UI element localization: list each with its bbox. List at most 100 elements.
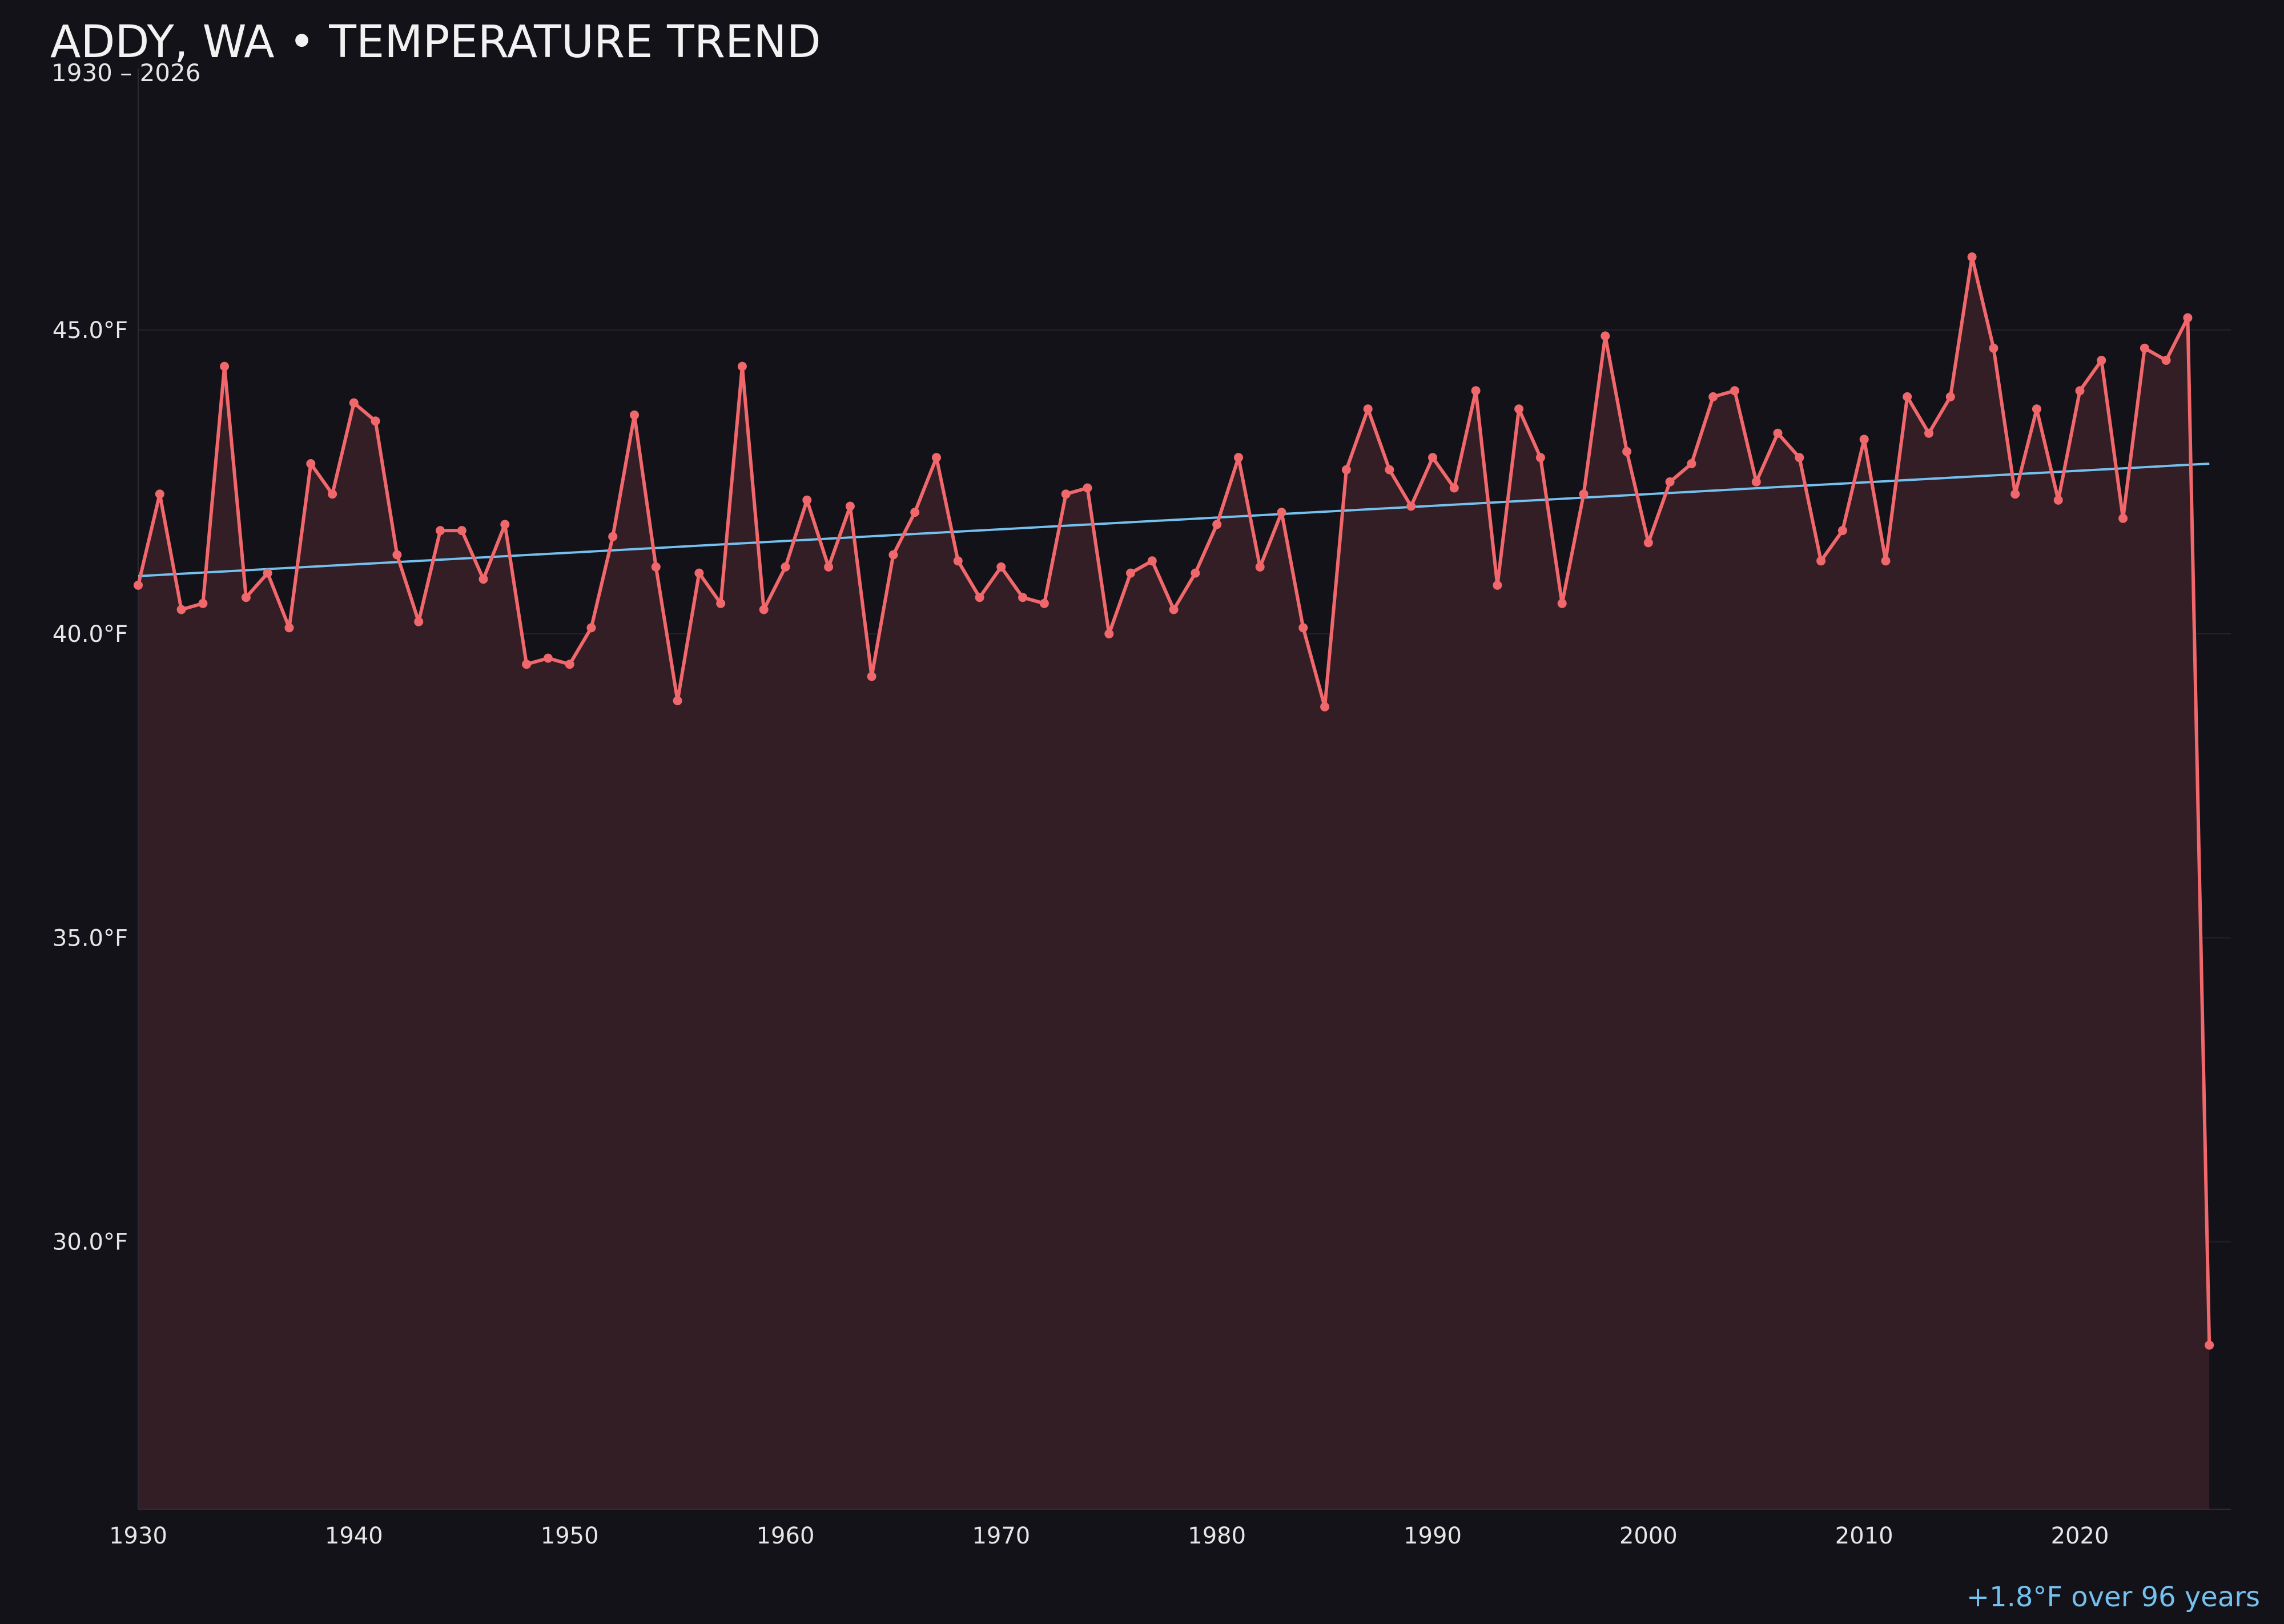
data-point bbox=[737, 361, 747, 371]
data-point bbox=[2140, 343, 2149, 353]
data-point bbox=[1341, 465, 1351, 475]
data-point bbox=[1837, 526, 1847, 536]
data-point bbox=[867, 672, 876, 681]
data-point bbox=[1881, 556, 1891, 566]
data-point bbox=[198, 598, 208, 608]
data-point bbox=[1687, 459, 1696, 468]
data-point bbox=[1989, 343, 1998, 353]
y-tick-label: 45.0°F bbox=[53, 317, 128, 344]
data-point bbox=[1903, 392, 1912, 401]
data-point bbox=[1298, 623, 1308, 633]
data-point bbox=[694, 568, 704, 578]
data-point bbox=[241, 593, 251, 602]
chart-title: ADDY, WA • TEMPERATURE TREND bbox=[50, 17, 821, 68]
data-point bbox=[1601, 331, 1610, 341]
data-point bbox=[1535, 453, 1545, 463]
x-tick-label: 1940 bbox=[325, 1523, 383, 1549]
data-point bbox=[500, 520, 510, 529]
data-point bbox=[1126, 568, 1135, 578]
x-tick-label: 1960 bbox=[757, 1523, 815, 1549]
data-point bbox=[824, 562, 834, 572]
data-point bbox=[781, 562, 790, 572]
data-point bbox=[2183, 313, 2193, 323]
data-point bbox=[176, 605, 186, 614]
data-point bbox=[1363, 404, 1373, 414]
data-point bbox=[1147, 556, 1157, 566]
data-point bbox=[263, 568, 272, 578]
x-tick-label: 2010 bbox=[1835, 1523, 1893, 1549]
data-point bbox=[932, 453, 941, 463]
data-point bbox=[328, 489, 337, 499]
data-point bbox=[1277, 508, 1286, 517]
data-point bbox=[953, 556, 963, 566]
data-point bbox=[1406, 501, 1416, 511]
data-point bbox=[414, 617, 424, 626]
data-point bbox=[1169, 605, 1179, 614]
data-point bbox=[1320, 702, 1330, 711]
data-point bbox=[306, 459, 316, 468]
data-point bbox=[1924, 428, 1933, 438]
x-tick-label: 1950 bbox=[541, 1523, 599, 1549]
data-point bbox=[478, 574, 488, 584]
data-point bbox=[371, 416, 380, 426]
data-point bbox=[1557, 598, 1567, 608]
data-point bbox=[1665, 477, 1675, 487]
x-tick-label: 1930 bbox=[109, 1523, 167, 1549]
data-points bbox=[134, 252, 2214, 1350]
data-point bbox=[716, 598, 726, 608]
data-point bbox=[2205, 1340, 2214, 1350]
chart-subtitle: 1930 – 2026 bbox=[51, 59, 200, 87]
y-tick-label: 30.0°F bbox=[53, 1229, 128, 1256]
data-point bbox=[1104, 629, 1114, 638]
data-point bbox=[1449, 483, 1459, 493]
data-point bbox=[1471, 386, 1481, 396]
y-tick-label: 35.0°F bbox=[53, 925, 128, 951]
data-point bbox=[436, 526, 445, 536]
data-point bbox=[759, 605, 769, 614]
data-point bbox=[910, 508, 920, 517]
data-point bbox=[543, 653, 553, 663]
data-point bbox=[2053, 495, 2063, 505]
data-point bbox=[2075, 386, 2085, 396]
data-point bbox=[1622, 447, 1632, 456]
data-point bbox=[457, 526, 467, 536]
data-point bbox=[586, 623, 596, 633]
data-point bbox=[996, 562, 1006, 572]
data-point bbox=[2010, 489, 2020, 499]
data-point bbox=[1816, 556, 1826, 566]
data-point bbox=[673, 696, 682, 706]
data-point bbox=[630, 410, 639, 420]
x-tick-label: 2000 bbox=[1619, 1523, 1678, 1549]
data-point bbox=[1579, 489, 1589, 499]
data-point bbox=[2097, 356, 2106, 365]
data-point bbox=[1945, 392, 1955, 401]
data-point bbox=[2118, 513, 2128, 523]
data-point bbox=[1643, 538, 1653, 548]
data-point bbox=[1018, 593, 1028, 602]
data-point bbox=[608, 532, 618, 541]
data-point bbox=[392, 550, 402, 560]
data-point bbox=[1039, 598, 1049, 608]
data-point bbox=[845, 501, 855, 511]
data-point bbox=[651, 562, 661, 572]
y-tick-labels: 30.0°F 35.0°F 40.0°F 45.0°F bbox=[53, 317, 128, 1256]
data-point bbox=[1773, 428, 1783, 438]
data-point bbox=[2032, 404, 2041, 414]
data-point bbox=[1083, 483, 1092, 493]
data-point bbox=[522, 660, 532, 669]
data-point bbox=[134, 580, 143, 590]
data-point bbox=[1795, 453, 1804, 463]
data-point bbox=[888, 550, 898, 560]
trend-annotation: +1.8°F over 96 years bbox=[1967, 1581, 2260, 1613]
data-point bbox=[1061, 489, 1071, 499]
x-tick-label: 2020 bbox=[2051, 1523, 2109, 1549]
trend-line bbox=[138, 462, 2210, 577]
data-point bbox=[1967, 252, 1977, 262]
y-tick-label: 40.0°F bbox=[53, 621, 128, 648]
data-point bbox=[1191, 568, 1200, 578]
data-point bbox=[565, 660, 574, 669]
data-point bbox=[1493, 580, 1502, 590]
trend-line-segment bbox=[138, 462, 2210, 577]
data-point bbox=[1428, 453, 1437, 463]
